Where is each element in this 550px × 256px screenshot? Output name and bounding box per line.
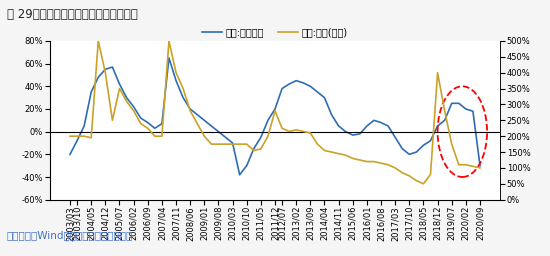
美国:化工(右轴) [116, 87, 123, 90]
美国:化工(右轴) [371, 160, 377, 163]
美国:化工(右轴) [180, 87, 186, 90]
中国:石油化工 [130, 105, 137, 108]
中国:石油化工 [81, 124, 87, 127]
美国:化工(右轴) [81, 135, 87, 138]
中国:石油化工 [477, 164, 483, 167]
Legend: 中国:石油化工, 美国:化工(右轴): 中国:石油化工, 美国:化工(右轴) [198, 23, 352, 41]
美国:化工(右轴) [95, 39, 102, 42]
美国:化工(右轴) [477, 166, 483, 169]
中国:石油化工 [109, 66, 116, 69]
Text: 图 29：海内外产能周期共振：石油化工: 图 29：海内外产能周期共振：石油化工 [7, 8, 138, 21]
中国:石油化工 [236, 173, 243, 176]
中国:石油化工 [293, 79, 300, 82]
Text: 数据来源：Wind，广发证券发展研究中心: 数据来源：Wind，广发证券发展研究中心 [7, 230, 133, 240]
美国:化工(右轴) [286, 130, 293, 133]
中国:石油化工 [378, 121, 384, 124]
中国:石油化工 [67, 153, 73, 156]
中国:石油化工 [166, 56, 172, 59]
Line: 中国:石油化工: 中国:石油化工 [70, 58, 480, 175]
美国:化工(右轴) [420, 182, 427, 185]
美国:化工(右轴) [138, 122, 144, 125]
美国:化工(右轴) [67, 135, 73, 138]
中国:石油化工 [180, 96, 186, 99]
Line: 美国:化工(右轴): 美国:化工(右轴) [70, 41, 480, 184]
